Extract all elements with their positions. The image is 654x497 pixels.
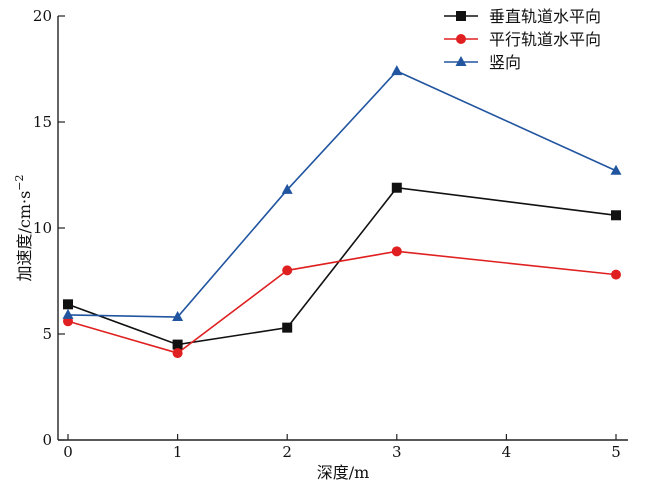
x-tick-label: 0 <box>63 443 73 461</box>
y-tick-label: 20 <box>33 7 52 25</box>
legend-label: 平行轨道水平向 <box>489 30 601 49</box>
data-point <box>172 311 184 322</box>
data-point <box>391 246 402 257</box>
y-axis-title: 加速度/cm·s−2 <box>13 174 34 281</box>
x-axis-title: 深度/m <box>317 463 370 482</box>
y-tick-label: 0 <box>42 431 52 449</box>
legend-marker <box>455 56 467 66</box>
data-point <box>610 164 622 175</box>
legend-item-2: 平行轨道水平向 <box>444 30 601 49</box>
data-point <box>611 210 621 221</box>
data-point <box>63 299 73 310</box>
legend-label: 垂直轨道水平向 <box>489 7 601 26</box>
y-tick-label: 10 <box>33 219 52 237</box>
y-axis-title-exponent: −2 <box>13 174 26 190</box>
y-axis-title-main: 加速度/cm·s <box>15 191 34 282</box>
series-2 <box>63 246 621 359</box>
data-point <box>172 339 183 350</box>
data-point <box>611 269 621 280</box>
y-tick-label: 15 <box>33 113 52 131</box>
x-axis-ticks: 0 1 2 3 4 5 <box>63 434 621 461</box>
x-tick-label: 4 <box>502 443 512 461</box>
legend-marker <box>456 34 466 44</box>
x-tick-label: 5 <box>611 443 621 461</box>
series-1 <box>63 182 621 350</box>
data-point <box>62 308 74 319</box>
legend-label: 竖向 <box>489 53 521 72</box>
series-line <box>67 250 617 354</box>
data-point <box>172 348 183 359</box>
data-point <box>391 182 402 193</box>
series-3 <box>62 65 622 322</box>
legend-item-3: 竖向 <box>444 53 521 72</box>
axes <box>57 16 628 441</box>
data-point <box>391 65 403 76</box>
data-point <box>282 322 293 333</box>
data-point <box>282 265 293 276</box>
x-tick-label: 1 <box>173 443 183 461</box>
series-line <box>67 70 617 318</box>
data-point <box>281 183 293 194</box>
y-axis-ticks: 0 5 10 15 20 <box>33 7 65 449</box>
legend-marker <box>456 11 466 21</box>
series-group <box>62 65 622 359</box>
x-tick-label: 3 <box>392 443 402 461</box>
legend-item-1: 垂直轨道水平向 <box>444 7 601 26</box>
y-tick-label: 5 <box>42 325 52 343</box>
x-tick-label: 2 <box>282 443 292 461</box>
